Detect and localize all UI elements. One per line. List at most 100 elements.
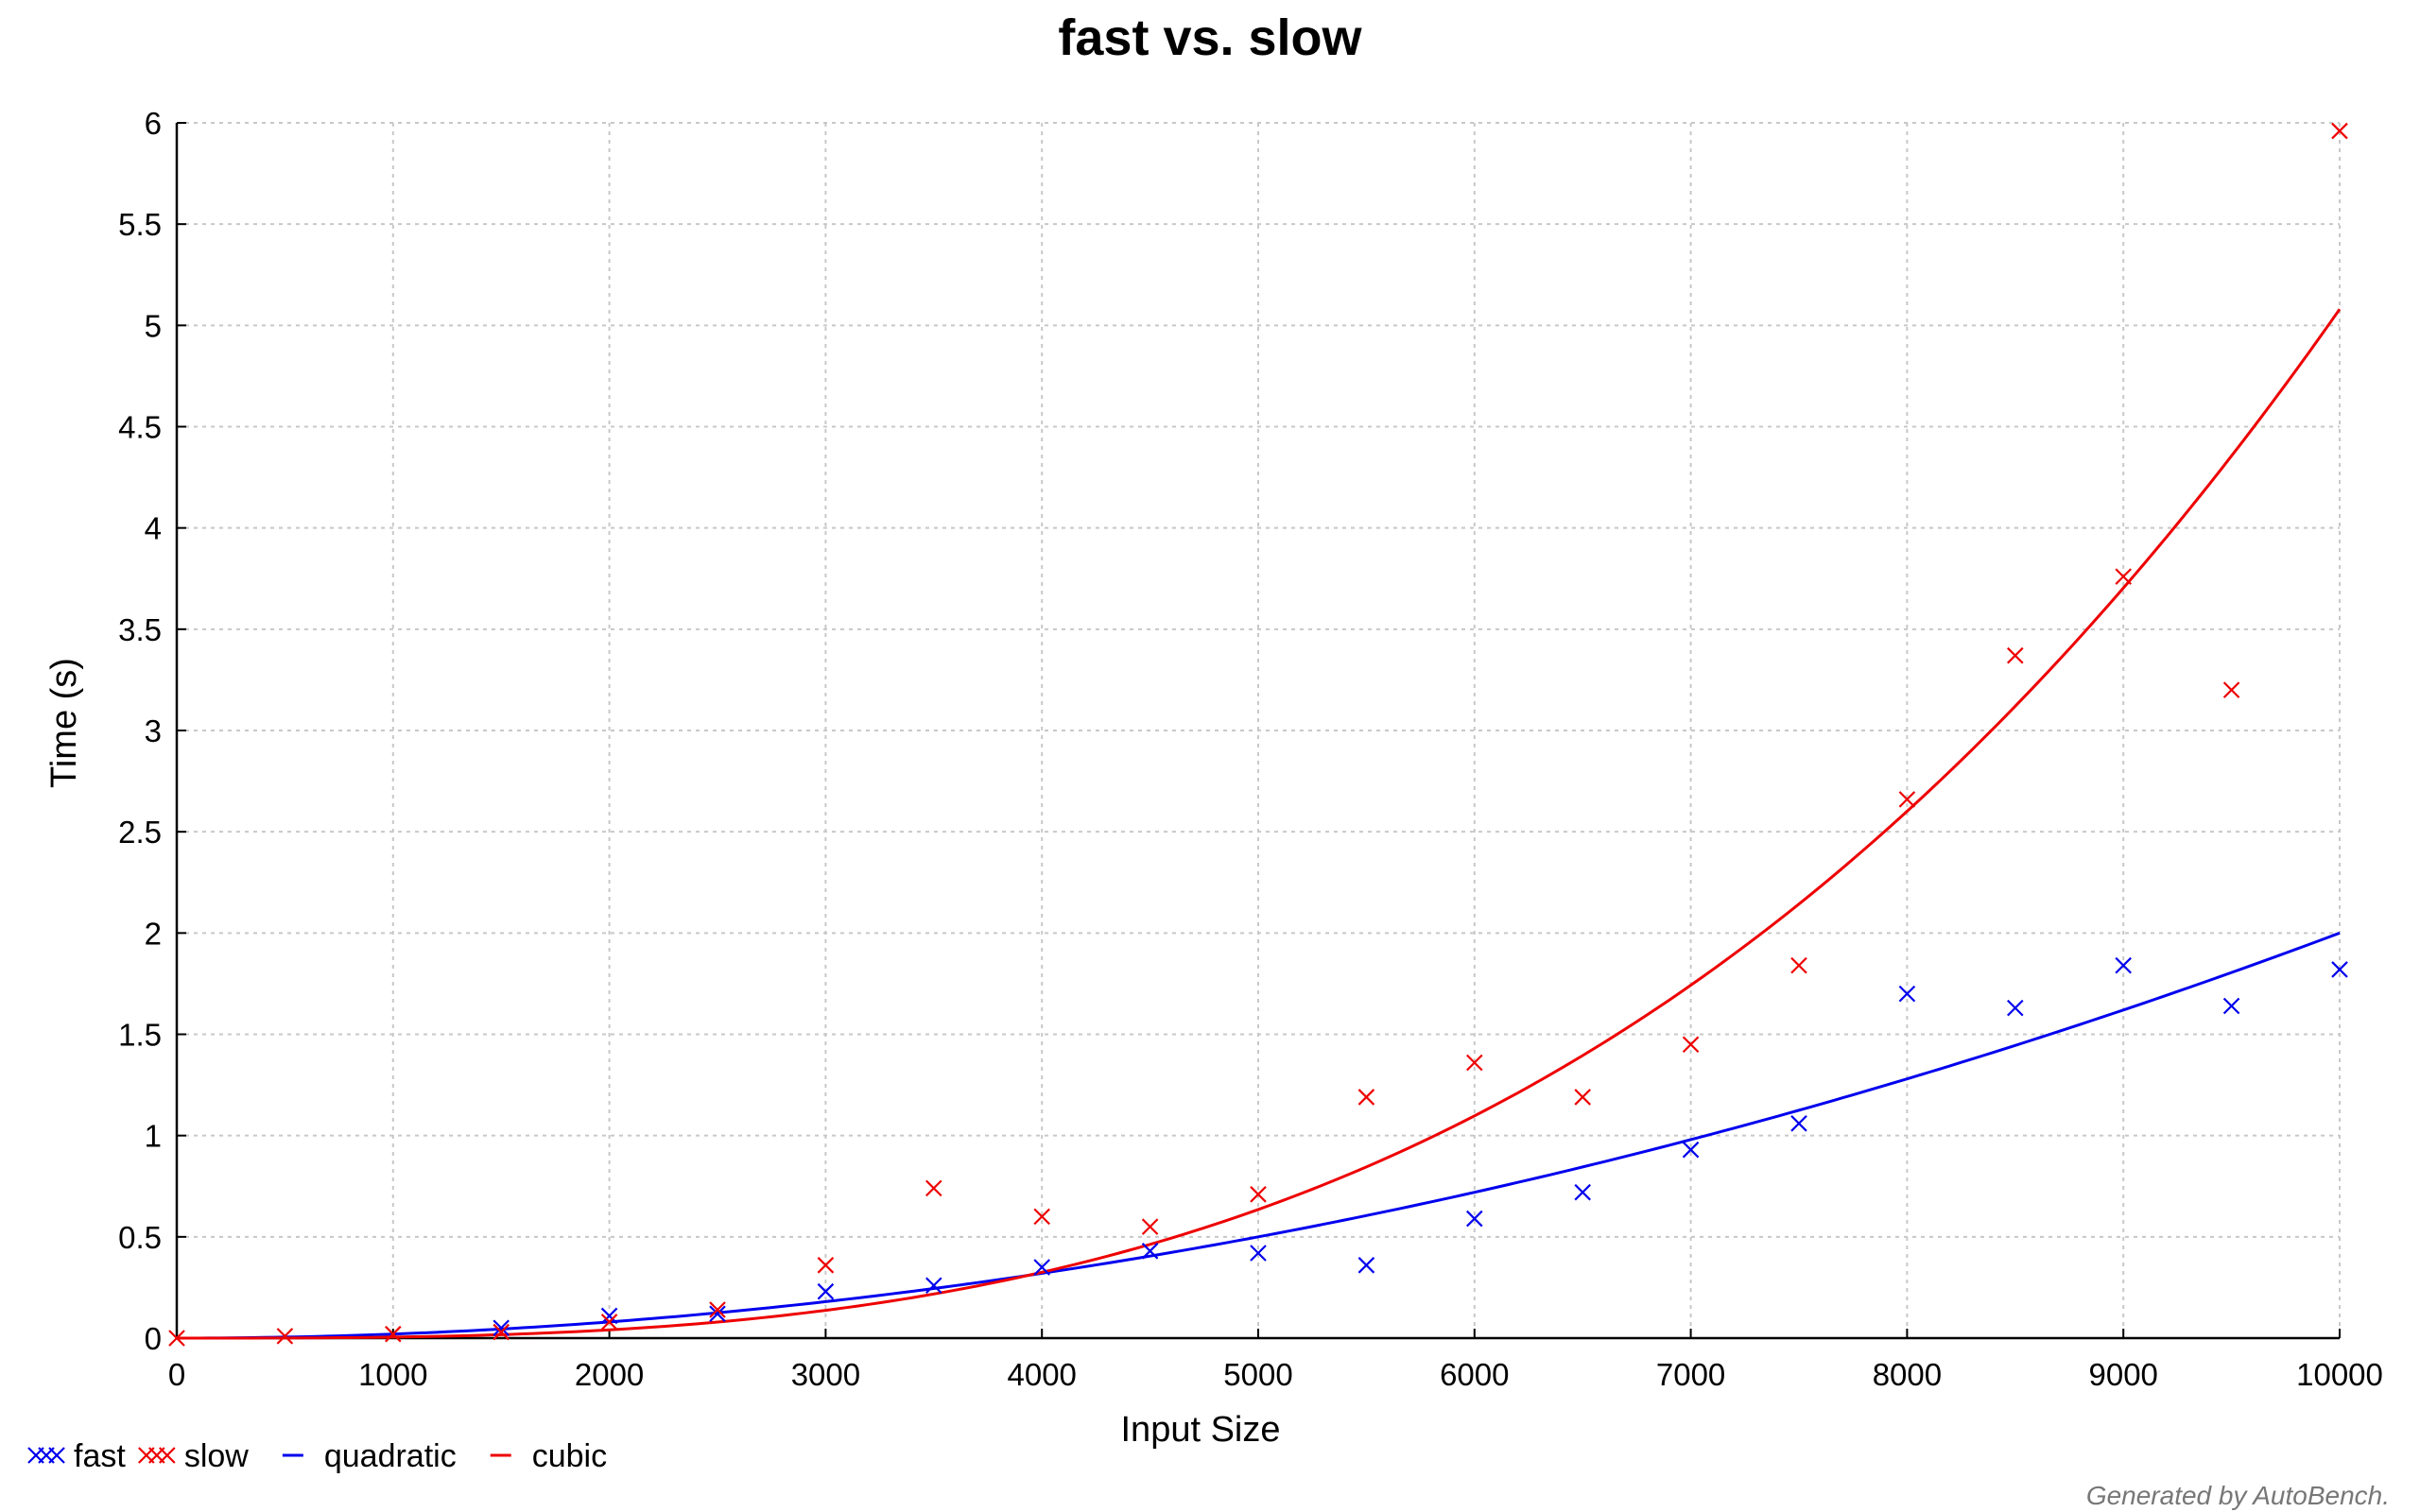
marker-stroke	[1141, 1243, 1159, 1260]
marker-stroke	[159, 1447, 176, 1464]
fast-point	[1357, 1257, 1375, 1274]
slow-point	[600, 1314, 618, 1331]
marker-stroke	[493, 1323, 510, 1341]
slow-point	[2222, 681, 2240, 698]
marker-stroke	[925, 1277, 942, 1295]
axes	[175, 122, 2341, 1340]
slow-point	[2115, 568, 2132, 585]
marker-stroke	[2331, 122, 2348, 140]
y-tick-label: 1.5	[118, 1018, 162, 1053]
marker-stroke	[1033, 1208, 1050, 1226]
legend-marker	[159, 1447, 176, 1464]
fast-point	[600, 1307, 618, 1325]
x-tick-label: 8000	[1873, 1357, 1942, 1392]
slow-point	[276, 1328, 294, 1345]
marker-stroke	[2331, 961, 2348, 978]
slow-point	[1466, 1054, 1483, 1072]
slow-point	[1357, 1089, 1375, 1106]
marker-stroke	[817, 1282, 835, 1300]
marker-stroke	[709, 1305, 726, 1323]
slow-point	[925, 1179, 942, 1197]
marker-stroke	[276, 1328, 294, 1345]
y-tick-label: 2.5	[118, 815, 162, 850]
legend-label: slow	[184, 1438, 249, 1474]
fast-point	[1574, 1183, 1591, 1201]
slow-point	[709, 1301, 726, 1318]
slow-point	[817, 1257, 835, 1274]
marker-stroke	[1250, 1186, 1267, 1203]
x-tick-label: 3000	[791, 1357, 860, 1392]
marker-stroke	[1898, 985, 1916, 1003]
y-tick-label: 5	[145, 308, 162, 343]
fast-point	[2331, 961, 2348, 978]
generated-by-credit: Generated by AutoBench.	[2086, 1481, 2390, 1510]
marker-stroke	[1790, 1115, 1807, 1132]
fast-point	[1790, 1115, 1807, 1132]
legend-label: cubic	[532, 1438, 607, 1474]
x-tick-label: 1000	[358, 1357, 427, 1392]
y-tick-label: 3	[145, 713, 162, 748]
x-tick-label: 10000	[2296, 1357, 2383, 1392]
grid	[177, 122, 2341, 1338]
slow-point	[1790, 956, 1807, 974]
x-tick-labels: 0 1000 2000 3000 4000 5000 6000 7000 8000 9000 100…	[168, 1357, 2383, 1392]
y-tick-label: 0.5	[118, 1220, 162, 1255]
x-axis-label: Input Size	[1121, 1410, 1281, 1450]
slow-point	[1250, 1186, 1267, 1203]
y-tick-label: 4.5	[118, 410, 162, 445]
marker-stroke	[1033, 1259, 1050, 1276]
marker-stroke	[1574, 1183, 1591, 1201]
slow-point	[2331, 122, 2348, 140]
slow-point	[168, 1330, 185, 1347]
marker-stroke	[385, 1325, 402, 1343]
y-tick-label: 1	[145, 1119, 162, 1154]
legend-label: quadratic	[324, 1438, 457, 1474]
x-tick-label: 9000	[2088, 1357, 2157, 1392]
x-tick-label: 0	[168, 1357, 185, 1392]
y-tick-label: 2	[145, 916, 162, 951]
marker-stroke	[925, 1179, 942, 1197]
marker-stroke	[1250, 1245, 1267, 1262]
fast-point	[1250, 1245, 1267, 1262]
fast-point	[493, 1319, 510, 1337]
slow-point	[1898, 791, 1916, 808]
slow-point	[2007, 646, 2024, 664]
marker-stroke	[1141, 1218, 1159, 1235]
x-tick-label: 2000	[575, 1357, 644, 1392]
marker-stroke	[2007, 999, 2024, 1017]
y-tick-label: 5.5	[118, 207, 162, 242]
fast-point	[2222, 997, 2240, 1015]
marker-stroke	[168, 1330, 185, 1347]
marker-stroke	[2007, 646, 2024, 664]
slow-point	[385, 1325, 402, 1343]
chart-title: fast vs. slow	[1058, 9, 1362, 66]
marker-stroke	[2222, 997, 2240, 1015]
y-tick-labels: 0 0.5 1 1.5 2 2.5 3 3.5 4 4.5 5 5.5 6	[118, 106, 162, 1356]
marker-stroke	[1574, 1089, 1591, 1106]
x-tick-label: 5000	[1223, 1357, 1292, 1392]
legend-marker	[48, 1447, 65, 1464]
marker-stroke	[1357, 1089, 1375, 1106]
fast-point	[817, 1282, 835, 1300]
fit-lines	[176, 308, 2342, 1340]
fast-point	[1141, 1243, 1159, 1260]
fast-point	[925, 1277, 942, 1295]
legend-item-cubic: cubic	[490, 1438, 607, 1474]
y-axis-label: Time (s)	[44, 658, 84, 788]
y-tick-label: 0	[145, 1321, 162, 1356]
marker-stroke	[1898, 791, 1916, 808]
marker-stroke	[2115, 568, 2132, 585]
slow-point	[1141, 1218, 1159, 1235]
fast-point	[1033, 1259, 1050, 1276]
quadratic-fit-line	[176, 931, 2341, 1340]
legend-item-slow: slow	[138, 1438, 249, 1474]
marker-stroke	[600, 1307, 618, 1325]
slow-point	[1682, 1036, 1700, 1053]
y-tick-label: 6	[145, 106, 162, 141]
y-tick-label: 4	[145, 511, 162, 546]
marker-stroke	[2115, 956, 2132, 974]
marker-stroke	[1682, 1141, 1700, 1159]
data-markers	[168, 122, 2348, 1347]
